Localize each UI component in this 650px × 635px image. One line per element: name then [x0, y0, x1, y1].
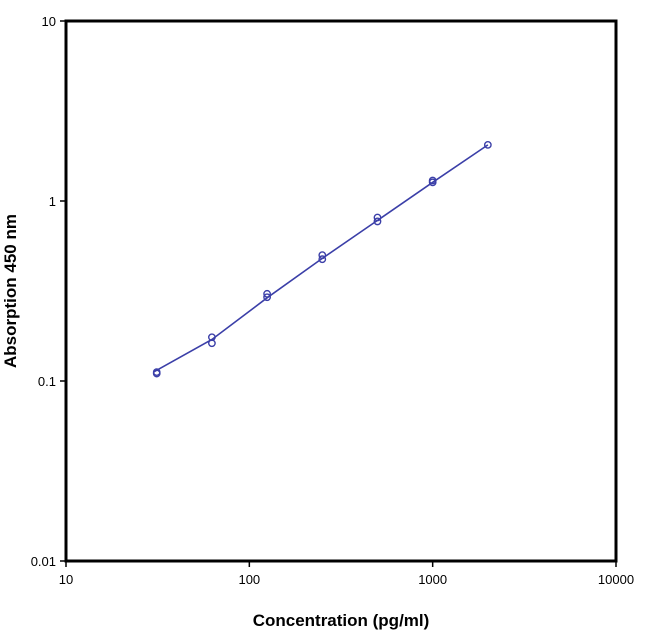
- plot-frame: [64, 19, 618, 563]
- data-point: [373, 217, 382, 226]
- data-point: [263, 293, 272, 302]
- axis-ticks: [60, 20, 617, 567]
- data-point: [318, 255, 327, 264]
- y-axis-title: Absorption 450 nm: [1, 214, 20, 368]
- x-tick-label: 100: [238, 572, 260, 587]
- y-tick-label: 0.01: [31, 554, 56, 569]
- data-point: [318, 251, 327, 260]
- x-tick-label: 10000: [598, 572, 634, 587]
- data-point: [263, 289, 272, 298]
- data-point: [208, 339, 216, 348]
- data-point: [152, 368, 161, 377]
- data-point: [373, 213, 382, 222]
- data-points: [152, 140, 492, 378]
- data-point: [483, 140, 492, 149]
- data-point: [428, 178, 437, 187]
- x-tick-label: 10: [59, 572, 73, 587]
- x-tick-label: 1000: [418, 572, 447, 587]
- tick-labels: 10 100 1000 10000 0.01 0.1 1 10: [31, 14, 634, 587]
- x-axis-title: Concentration (pg/ml): [253, 611, 430, 630]
- y-tick-label: 0.1: [38, 374, 56, 389]
- y-tick-label: 10: [42, 14, 56, 29]
- y-tick-label: 1: [49, 194, 56, 209]
